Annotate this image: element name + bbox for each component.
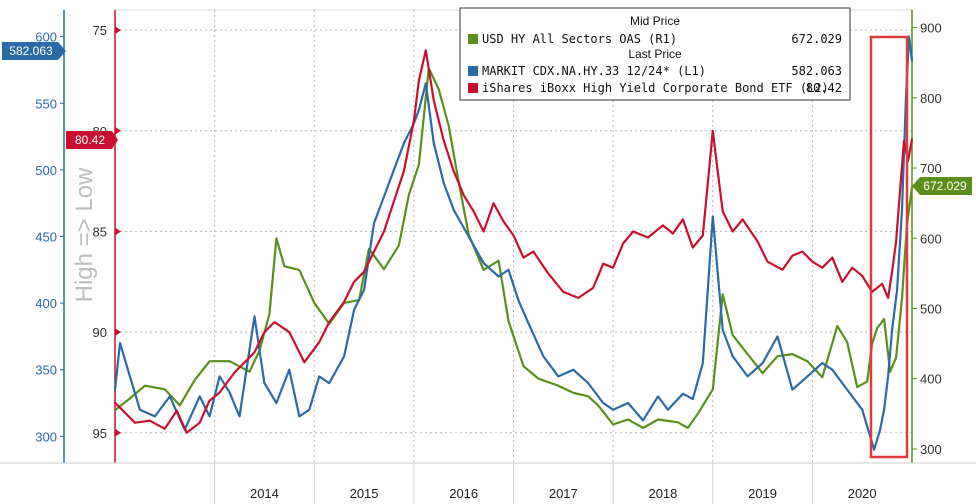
badge-red-text: 80.42 <box>75 133 105 147</box>
inner-left-tick-marker <box>115 126 121 135</box>
outer-left-tick-label: 600 <box>35 30 57 45</box>
legend-box <box>459 7 851 101</box>
badge-green-text: 672.029 <box>923 179 967 193</box>
legend-swatch-cdx <box>468 66 478 76</box>
badge-blue: 582.063 <box>2 42 66 60</box>
year-label: 2016 <box>449 486 478 501</box>
year-label: 2017 <box>549 486 578 501</box>
year-label: 2014 <box>250 486 279 501</box>
series-line-2 <box>113 49 914 434</box>
right-tick-label: 500 <box>920 301 942 316</box>
series-lines <box>113 35 914 451</box>
series-line-0 <box>113 67 914 429</box>
legend-label-cdx: MARKIT CDX.NA.HY.33 12/24* (L1) <box>482 64 706 78</box>
inner-left-tick-marker <box>115 428 121 437</box>
badge-blue-text: 582.063 <box>9 44 53 58</box>
year-label: 2018 <box>648 486 677 501</box>
right-tick-label: 900 <box>920 21 942 36</box>
right-tick-label: 600 <box>920 231 942 246</box>
legend-label-oas: USD HY All Sectors OAS (R1) <box>482 32 677 46</box>
legend-swatch-hyg <box>468 83 478 93</box>
year-labels: 2014 2015 2016 2017 2018 2019 2020 <box>250 486 877 501</box>
inner-left-tick-marker <box>115 26 121 35</box>
year-label: 2015 <box>350 486 379 501</box>
badge-green: 672.029 <box>912 177 972 195</box>
watermark-text: High => Low <box>71 167 98 302</box>
outer-left-tick-label: 400 <box>35 296 57 311</box>
series-line-1 <box>113 35 914 451</box>
outer-left-tick-label: 500 <box>35 163 57 178</box>
inner-left-tick-label: 95 <box>93 426 107 441</box>
right-tick-label: 800 <box>920 91 942 106</box>
right-tick-label: 300 <box>920 442 942 457</box>
inner-left-tick-marker <box>115 328 121 337</box>
legend-swatch-oas <box>468 34 478 44</box>
legend-value-hyg: 80.42 <box>806 81 842 95</box>
outer-left-tick-label: 350 <box>35 363 57 378</box>
legend: Mid Price USD HY All Sectors OAS (R1) 67… <box>459 7 851 101</box>
inner-left-tick-marker <box>115 227 121 236</box>
highlight-box <box>869 35 909 459</box>
inner-left-tick-label: 75 <box>93 23 107 38</box>
tick-marks <box>60 26 917 504</box>
legend-value-oas: 672.029 <box>791 32 842 46</box>
inner-left-tick-label: 85 <box>93 224 107 239</box>
inner-left-tick-label: 90 <box>93 325 107 340</box>
right-tick-label: 400 <box>920 372 942 387</box>
badge-red: 80.42 <box>66 131 118 149</box>
legend-heading-mid: Mid Price <box>630 14 680 28</box>
year-label: 2020 <box>848 486 877 501</box>
right-tick-label: 700 <box>920 161 942 176</box>
legend-label-hyg: iShares iBoxx High Yield Corporate Bond … <box>482 81 829 95</box>
legend-value-cdx: 582.063 <box>791 64 842 78</box>
outer-left-tick-label: 550 <box>35 96 57 111</box>
outer-left-tick-label: 450 <box>35 230 57 245</box>
year-label: 2019 <box>748 486 777 501</box>
legend-heading-last: Last Price <box>628 47 682 61</box>
outer-left-tick-label: 300 <box>35 429 57 444</box>
